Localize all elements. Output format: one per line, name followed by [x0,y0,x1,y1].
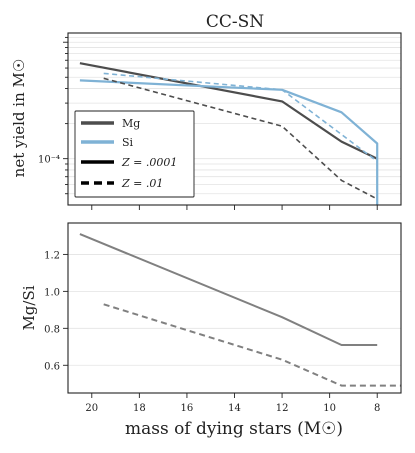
bottom-panel-ticks: 0.6 0.8 1.0 1.2 20 18 16 14 12 10 8 [44,250,380,414]
bottom-ytick-label-3: 1.2 [44,250,60,261]
bottom-panel-frame [67,222,402,394]
bottom-panel: 0.6 0.8 1.0 1.2 20 18 16 14 12 10 8 Mg/Si mass of … [20,222,402,439]
top-panel-series [79,62,379,205]
bottom-ytick-label-1: 0.8 [44,324,60,335]
bottom-xtick-label-1: 18 [133,403,146,414]
legend-label-si: Si [122,136,134,149]
series-mg-z01 [103,77,378,200]
series-mg-si-ratio-z0001 [79,233,378,346]
series-mg-si-ratio-z01 [103,303,401,387]
top-panel-frame [67,32,402,206]
bottom-panel-xlabel: mass of dying stars (M☉) [125,419,343,439]
bottom-ytick-label-2: 1.0 [44,287,60,298]
bottom-xtick-label-6: 8 [374,403,380,414]
bottom-xtick-label-2: 16 [181,403,194,414]
top-panel-ylabel: net yield in M☉ [10,59,28,178]
bottom-panel-series [79,233,401,387]
bottom-xtick-label-3: 14 [228,403,241,414]
series-si-z01 [103,72,379,205]
legend-label-z-high: Z = .01 [121,177,163,190]
bottom-panel-ylabel: Mg/Si [20,285,38,330]
bottom-ytick-label-0: 0.6 [44,361,60,372]
legend-label-mg: Mg [122,117,140,130]
bottom-panel-grid [68,254,401,366]
bottom-xtick-label-4: 12 [276,403,289,414]
bottom-xtick-label-5: 10 [323,403,336,414]
legend: Mg Si Z = .0001 Z = .01 [74,110,195,198]
series-mg-z0001 [79,62,378,160]
top-panel-title: CC-SN [206,12,264,32]
legend-label-z-low: Z = .0001 [121,156,177,169]
top-panel: CC-SN 10⁻⁴ net yield in M☉ Mg Si Z = .00… [10,12,402,210]
bottom-xtick-label-0: 20 [85,403,98,414]
legend-box [74,110,195,198]
top-ytick-label: 10⁻⁴ [38,155,60,166]
